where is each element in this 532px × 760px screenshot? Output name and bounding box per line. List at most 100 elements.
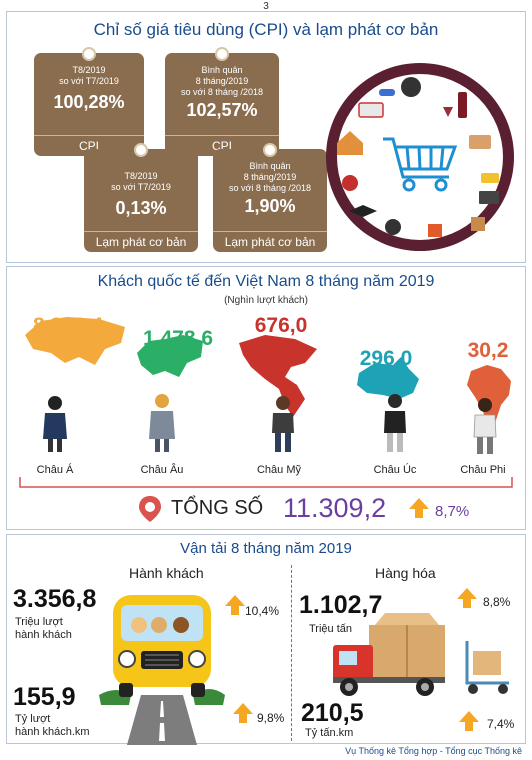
asia-label: Châu Á	[36, 464, 74, 476]
consumer-basket-illustration	[326, 63, 514, 251]
freight-tonnage-growth: 8,8%	[483, 595, 511, 609]
tag-value: 0,13%	[115, 198, 167, 218]
america-label: Châu Mỹ	[256, 464, 302, 476]
total-growth: 8,7%	[435, 503, 470, 520]
tag-hole-icon	[82, 47, 96, 61]
freight-tonkm-value: 210,5	[301, 699, 364, 727]
pills-icon	[379, 89, 395, 96]
shopping-cart-icon	[383, 137, 458, 192]
wine-bottle-icon	[458, 92, 467, 118]
tag-period: Bình quân	[201, 65, 243, 75]
freight-tonnage-unit: Triệu tấn	[309, 623, 353, 635]
footer-source: Vụ Thống kê Tổng hợp - Tổng cục Thống kê	[345, 746, 522, 756]
core-inflation-tag-monthly: T8/2019 so với T7/2019 0,13% Lạm phát cơ…	[84, 143, 198, 252]
america-visitor-figure	[272, 396, 294, 452]
europe-map-icon	[137, 335, 203, 377]
europe-value: 1.478,6	[142, 327, 214, 350]
freight-tonkm-growth: 7,4%	[487, 717, 515, 731]
restaurant-icon	[401, 77, 421, 97]
africa-visitor-figure	[473, 398, 497, 454]
tag-compare: so với T7/2019	[59, 76, 119, 86]
tag-label: Lạm phát cơ bản	[84, 231, 198, 252]
tag-hole-icon	[215, 47, 229, 61]
wine-glass-icon	[443, 107, 453, 117]
passenger-km-unit-1: Tỷ lượt	[15, 713, 51, 725]
freight-tonnage-arrow-stem	[463, 599, 471, 608]
total-growth-arrow-icon	[409, 498, 429, 509]
total-growth-arrow-stem	[415, 509, 423, 518]
page-number: 3	[263, 1, 269, 12]
tag-period: Bình quân	[249, 161, 291, 171]
passenger-count-value: 3.356,8	[13, 585, 97, 613]
cpi-tag-monthly: T8/2019 so với T7/2019 100,28% CPI	[34, 47, 144, 156]
oceania-label: Châu Úc	[373, 464, 417, 476]
america-map-icon	[239, 335, 317, 417]
passenger-count-arrow-icon	[225, 595, 245, 606]
house-icon	[337, 131, 363, 155]
asia-visitor-figure	[43, 396, 67, 452]
location-pin-icon	[139, 496, 161, 522]
total-value: 11.309,2	[283, 493, 387, 523]
cpi-tag-average: Bình quân 8 tháng/2019 so với 8 tháng /2…	[165, 47, 279, 156]
europe-label: Châu Âu	[140, 464, 184, 476]
transport-title: Vận tải 8 tháng năm 2019	[180, 540, 352, 557]
passenger-2	[151, 617, 167, 633]
freight-tonkm-arrow-icon	[459, 711, 479, 722]
oceania-visitor-figure	[384, 394, 406, 452]
film-camera-icon	[385, 219, 401, 235]
graduation-cap-icon	[349, 205, 377, 217]
cart-box-icon	[473, 651, 501, 675]
visitors-subtitle: (Nghìn lượt khách)	[224, 295, 308, 306]
asia-value: 8.828,4	[32, 314, 104, 337]
tag-period: T8/2019	[72, 65, 106, 75]
passenger-count-growth: 10,4%	[245, 604, 280, 618]
tag-value: 100,28%	[53, 92, 125, 112]
visitors-panel: Khách quốc tế đến Việt Nam 8 tháng năm 2…	[6, 266, 526, 530]
passenger-km-growth: 9,8%	[257, 711, 285, 725]
tag-period-2: 8 tháng/2019	[243, 172, 297, 182]
passenger-3	[173, 617, 189, 633]
tag-hole-icon	[263, 143, 277, 157]
tag-compare: so với T7/2019	[111, 182, 171, 192]
tag-hole-icon	[134, 143, 148, 157]
asia-map-icon	[25, 317, 125, 365]
africa-value: 30,2	[467, 339, 509, 362]
africa-map-icon	[467, 365, 511, 427]
delivery-truck-illustration	[333, 613, 509, 696]
freight-heading: Hàng hóa	[375, 565, 436, 581]
core-inflation-tag-average: Bình quân 8 tháng/2019 so với 8 tháng /2…	[213, 143, 327, 252]
tag-compare: so với 8 tháng /2018	[181, 87, 263, 97]
passenger-km-value: 155,9	[13, 683, 76, 711]
section-divider	[291, 565, 292, 741]
africa-label: Châu Phi	[460, 464, 506, 476]
passenger-heading: Hành khách	[129, 565, 204, 581]
total-bracket-line	[19, 477, 513, 488]
freight-tonkm-arrow-stem	[465, 722, 473, 731]
tag-value: 102,57%	[186, 100, 258, 120]
freight-tonnage-arrow-icon	[457, 588, 477, 599]
gift-icon	[428, 224, 442, 237]
ambulance-icon	[358, 102, 384, 118]
tag-period-2: 8 tháng/2019	[195, 76, 249, 86]
school-bus-illustration	[99, 595, 225, 745]
passenger-1	[131, 617, 147, 633]
passenger-count-unit-1: Triệu lượt	[15, 616, 63, 628]
passenger-count-arrow-stem	[231, 606, 239, 615]
total-label: TỔNG SỐ	[171, 497, 264, 519]
tag-value: 1,90%	[244, 196, 296, 216]
oceania-value: 296,0	[359, 347, 413, 370]
tag-period: T8/2019	[124, 171, 158, 181]
clothes-icon	[469, 135, 491, 149]
europe-visitor-figure	[149, 394, 175, 452]
passenger-km-arrow-stem	[239, 714, 247, 723]
cpi-title: Chỉ số giá tiêu dùng (CPI) và lạm phát c…	[93, 20, 439, 39]
oceania-map-icon	[357, 357, 419, 399]
taxi-icon	[481, 173, 499, 183]
passenger-km-arrow-icon	[233, 703, 253, 714]
tag-label: Lạm phát cơ bản	[213, 231, 327, 252]
america-value: 676,0	[254, 314, 308, 337]
cpi-panel: Chỉ số giá tiêu dùng (CPI) và lạm phát c…	[6, 11, 526, 263]
passenger-count-unit-2: hành khách	[15, 629, 72, 641]
visitors-title: Khách quốc tế đến Việt Nam 8 tháng năm 2…	[97, 273, 435, 290]
stove-icon	[471, 217, 485, 231]
